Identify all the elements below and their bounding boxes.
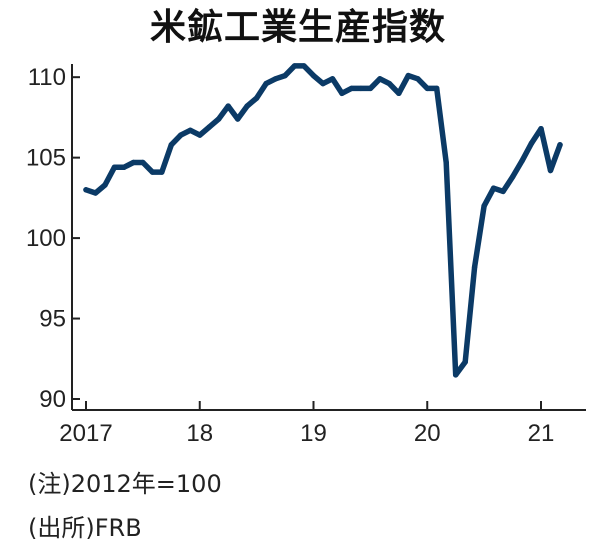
data-point [320,80,326,87]
x-tick-label: 21 [528,420,555,447]
chart-title: 米鉱工業生産指数 [149,7,446,48]
data-point [272,76,279,82]
data-point [519,158,525,164]
data-point [235,116,241,122]
source-note: (出所)FRB [28,514,142,542]
data-point [500,188,506,195]
data-point [415,76,421,82]
x-tick-label: 2017 [59,420,112,447]
data-point [405,72,411,79]
data-point [197,132,203,138]
chart-series [83,63,563,378]
data-point [481,203,487,209]
data-point [168,142,174,148]
base-year-note: (注)2012年=100 [28,470,222,498]
data-point [329,76,336,82]
data-point [111,164,118,170]
data-point [83,187,89,193]
chart-ticks: 90 95 100 105 110 2017 18 19 20 21 [26,64,554,447]
data-point [386,80,392,87]
data-point [206,124,212,130]
data-point [348,85,355,92]
data-point [528,140,535,146]
data-point [178,132,184,138]
data-point [377,76,383,82]
data-point [396,90,402,97]
x-tick-label: 18 [186,420,213,447]
x-tick-label: 19 [300,420,327,447]
data-point [159,169,165,175]
data-point [339,90,345,97]
data-point [538,126,544,132]
y-tick-label: 105 [26,145,66,172]
data-point [367,85,374,92]
y-tick-label: 95 [39,306,66,333]
data-point [453,372,459,378]
data-point [263,80,269,87]
data-point [490,185,497,191]
data-point [282,72,288,79]
data-point [149,169,156,175]
data-point [130,159,137,166]
data-point [140,159,146,166]
data-point [471,264,478,270]
data-point [102,182,108,188]
data-point [244,103,250,109]
y-tick-label: 110 [28,64,66,91]
data-point [358,85,364,92]
x-tick-label: 20 [414,420,441,447]
data-point [301,63,307,69]
data-point [443,159,449,166]
data-point [310,72,317,79]
data-point [92,190,99,196]
data-point [121,164,127,170]
data-point [424,85,430,92]
data-point [225,103,231,109]
data-point [434,85,440,92]
y-tick-label: 100 [26,225,66,252]
data-point [216,116,222,122]
chart-axes [71,64,586,411]
data-point [462,359,468,365]
y-tick-label: 90 [39,386,66,413]
data-point [187,127,193,133]
data-point [291,63,298,69]
data-point [557,142,563,148]
series-line [83,63,563,378]
data-point [509,174,516,180]
data-point [547,167,554,174]
data-point [253,95,260,101]
